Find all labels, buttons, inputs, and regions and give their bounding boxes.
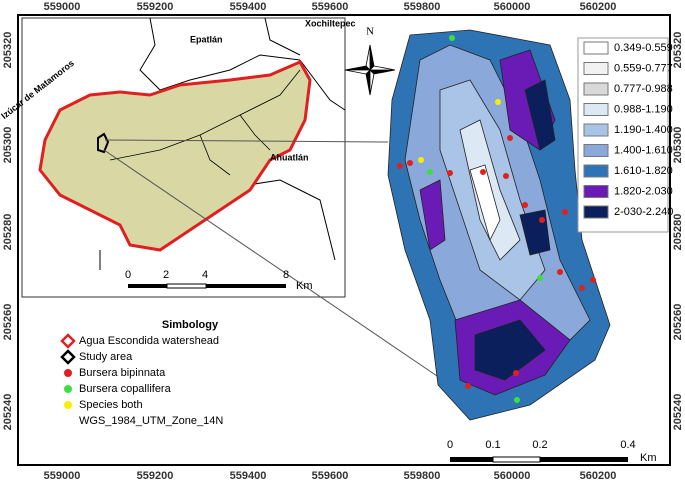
top-coord-label: 559000 [44,1,81,13]
contour-map [387,29,611,421]
right-coord-label: 205300 [672,127,684,164]
zoom-line [103,149,441,379]
legend-swatch [583,185,609,198]
legend-swatch [583,41,609,55]
simbology-title: Simbology [162,319,219,331]
legend-label: 0.559-0.777 [614,62,673,74]
simbology-item: Bursera bipinnata [79,367,166,379]
watershed-streams [109,69,301,176]
study-area [97,132,110,154]
simbology-item: Bursera copallifera [79,383,172,395]
legend-label: 1.400-1.610 [614,144,673,156]
simbology-item: Study area [79,351,133,363]
legend-label: 0.988-1.190 [614,103,673,115]
left-coord-label: 205240 [2,394,14,431]
top-coord-label: 559400 [230,1,267,13]
main-scale-label: 0.4 [620,439,635,451]
legend-swatch [583,62,609,75]
right-coord-label: 205260 [672,304,684,341]
sample-points [397,35,596,403]
bottom-coord-label: 560200 [580,470,617,482]
main-scale-label: Km [640,452,657,464]
top-coord-label: 560200 [580,1,617,13]
inset-scale-label: 8 [283,269,289,281]
right-coord-label: 205240 [672,394,684,431]
legend-label: 1.610-1.820 [614,165,673,177]
main-scale-label: 0.1 [485,439,500,451]
bottom-coord-label: 559800 [404,470,441,482]
left-coord-label: 205260 [2,304,14,341]
place-label: Xochiltepec [305,18,356,28]
bottom-coord-label: 559400 [230,470,267,482]
legend-swatch [583,103,609,116]
legend-swatch [583,164,609,178]
north-label: N [366,26,374,38]
top-coord-label: 559600 [312,1,349,13]
simbology-item: WGS_1984_UTM_Zone_14N [79,415,223,427]
bottom-coord-label: 559200 [137,470,174,482]
inset-scale-label: 4 [202,269,208,281]
legend-label: 1.190-1.400 [614,124,673,136]
legend-swatch [583,144,609,157]
legend-label: 0.349-0.559 [614,42,673,54]
inset-scale-label: 0 [125,269,131,281]
main-scale-label: 0 [447,439,453,451]
right-coord-label: 205280 [672,214,684,251]
left-coord-label: 205320 [2,32,14,69]
place-label: Epatlán [190,34,223,44]
main-scale-label: 0.2 [532,439,547,451]
simbology-markers [60,333,76,409]
main-scale-bar [450,456,628,463]
legend-swatch [583,205,609,219]
simbology-item: Agua Escondida watershead [79,335,219,347]
zoom-line [104,139,389,143]
bottom-coord-label: 559600 [312,470,349,482]
bottom-coord-label: 559000 [44,470,81,482]
inset-scale-label: 2 [163,269,169,281]
legend-swatch [583,123,609,137]
legend-label: 2-030-2.240 [614,206,673,218]
legend-swatch [583,82,609,96]
inset-boundaries [99,17,346,270]
inset-scale-bar [128,283,286,289]
place-label: Ahuatlán [270,152,309,162]
top-coord-label: 559800 [404,1,441,13]
bottom-coord-label: 560000 [494,470,531,482]
right-coord-label: 205320 [672,32,684,69]
watershed [38,60,312,252]
left-coord-label: 205280 [2,214,14,251]
legend-label: 1.820-2.030 [614,185,673,197]
legend-label: 0.777-0.988 [614,83,673,95]
inset-scale-label: Km [296,280,313,292]
simbology-item: Species both [79,399,143,411]
north-arrow [344,44,396,96]
top-coord-label: 559200 [137,1,174,13]
top-coord-label: 560000 [494,1,531,13]
left-coord-label: 205300 [2,127,14,164]
